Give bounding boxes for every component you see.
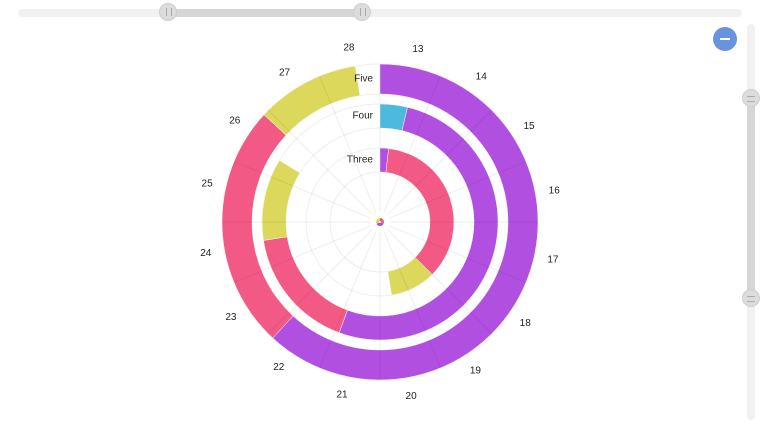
bar-segment <box>272 63 539 381</box>
center-marker-segment <box>376 222 384 227</box>
radial-gridline <box>383 75 441 213</box>
center-marker-segment <box>376 218 380 224</box>
axis-tick-label: 26 <box>229 115 241 126</box>
zoom-out-button[interactable] <box>713 27 737 51</box>
radial-gridline <box>386 109 493 216</box>
radial-gridline <box>267 109 374 216</box>
ring-category-label: Three <box>347 155 374 166</box>
horizontal-scrollbar-track[interactable] <box>18 9 742 17</box>
center-marker-segment <box>380 218 384 224</box>
chart-labels: 13 14 15 16 17 18 19 20 21 22 23 24 25 26 27 28 Five Four… <box>200 42 560 401</box>
axis-tick-label: 24 <box>200 248 212 259</box>
bar-segment <box>261 160 301 241</box>
axis-tick-label: 18 <box>520 318 532 329</box>
radial-gridline <box>319 75 377 213</box>
bar-segment <box>385 148 455 275</box>
axis-tick-label: 16 <box>549 186 561 197</box>
axis-tick-label: 19 <box>470 366 482 377</box>
axis-tick-label: 17 <box>547 255 559 266</box>
radial-gridline <box>383 231 441 369</box>
minus-icon <box>720 38 730 40</box>
bar-segment <box>263 65 361 136</box>
chart-bars <box>221 63 539 381</box>
radial-gridline <box>233 161 371 219</box>
axis-tick-label: 21 <box>337 390 349 401</box>
horizontal-scrollbar-end-grip[interactable] <box>353 3 371 21</box>
bar-segment <box>387 257 433 296</box>
horizontal-scrollbar-thumb[interactable] <box>168 9 362 17</box>
axis-tick-label: 27 <box>279 68 291 79</box>
chart-gridlines-overlay <box>222 64 538 380</box>
axis-tick-label: 20 <box>406 391 418 402</box>
bar-segment <box>338 106 499 341</box>
vertical-scrollbar-end-grip[interactable] <box>742 289 760 307</box>
axis-tick-label: 13 <box>412 44 424 55</box>
horizontal-scrollbar-start-grip[interactable] <box>159 3 177 21</box>
axis-tick-label: 25 <box>202 179 214 190</box>
vertical-scrollbar-thumb[interactable] <box>747 98 755 298</box>
axis-tick-label: 14 <box>476 71 488 82</box>
radial-gridline <box>319 231 377 369</box>
axis-tick-label: 28 <box>343 42 355 53</box>
axis-tick-label: 22 <box>273 362 285 373</box>
radial-gridline <box>233 225 371 283</box>
axis-tick-label: 23 <box>225 312 237 323</box>
radial-gridline <box>386 228 493 335</box>
axis-tick-label: 15 <box>524 121 536 132</box>
ring-category-label: Five <box>354 74 373 85</box>
center-marker <box>376 218 384 227</box>
radial-gridline <box>267 228 374 335</box>
ring-category-label: Four <box>352 111 373 122</box>
vertical-scrollbar-start-grip[interactable] <box>742 89 760 107</box>
radial-gridline <box>389 161 527 219</box>
radial-gridline <box>389 225 527 283</box>
